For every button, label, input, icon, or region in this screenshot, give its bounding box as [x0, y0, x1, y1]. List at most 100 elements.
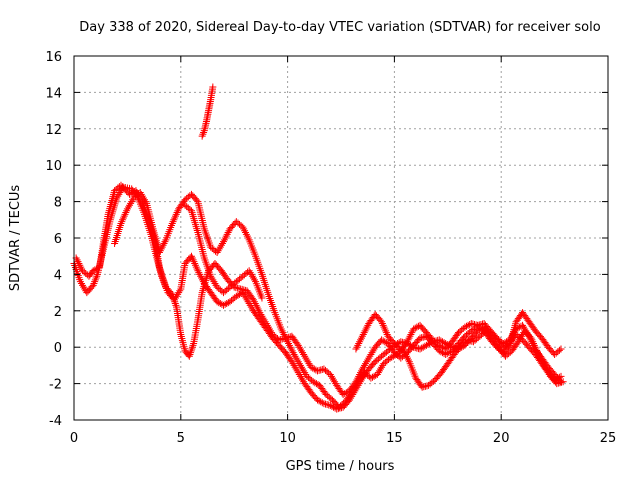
- data-point: [403, 352, 411, 360]
- data-point: [359, 363, 367, 371]
- data-point: [388, 353, 396, 361]
- data-point: [186, 350, 194, 358]
- chart-title: Day 338 of 2020, Sidereal Day-to-day VTE…: [79, 20, 600, 35]
- data-point: [352, 381, 360, 389]
- data-point: [559, 378, 567, 386]
- data-point: [244, 298, 252, 306]
- data-point: [341, 390, 349, 398]
- data-point: [378, 318, 386, 326]
- data-point: [374, 369, 382, 377]
- data-point: [168, 219, 176, 227]
- data-point: [189, 256, 197, 264]
- data-point: [214, 247, 222, 255]
- data-point: [327, 372, 335, 380]
- data-point: [379, 337, 387, 345]
- data-point: [216, 300, 224, 308]
- data-point: [312, 380, 320, 388]
- y-tick-label: 10: [45, 159, 62, 174]
- data-point: [314, 396, 322, 404]
- data-point: [262, 320, 270, 328]
- y-tick-label: 2: [54, 305, 62, 320]
- data-point: [121, 186, 129, 194]
- data-point: [288, 358, 296, 366]
- data-point: [158, 243, 166, 251]
- data-point: [367, 374, 375, 382]
- data-point: [416, 345, 424, 353]
- data-point: [213, 249, 221, 257]
- data-point: [291, 352, 299, 360]
- data-point: [297, 347, 305, 355]
- data-point: [240, 225, 248, 233]
- data-point: [378, 320, 386, 328]
- data-point: [437, 342, 445, 350]
- data-point: [168, 290, 176, 298]
- data-point: [296, 361, 304, 369]
- data-point: [292, 365, 300, 373]
- data-point: [245, 267, 253, 275]
- data-point: [216, 243, 224, 251]
- data-point: [381, 325, 389, 333]
- data-point: [299, 349, 307, 357]
- data-point: [365, 354, 373, 362]
- data-point: [90, 280, 98, 287]
- data-point: [535, 352, 543, 360]
- data-point: [161, 238, 169, 246]
- data-point: [326, 371, 334, 378]
- data-point: [296, 345, 304, 353]
- data-point: [173, 209, 181, 217]
- data-point: [263, 321, 271, 329]
- data-point: [169, 294, 177, 302]
- data-point: [171, 298, 179, 306]
- data-point: [293, 356, 301, 364]
- data-point: [241, 292, 249, 300]
- data-point: [260, 316, 268, 324]
- data-point: [435, 341, 443, 349]
- data-point: [258, 294, 266, 302]
- data-point: [76, 278, 84, 286]
- data-point: [187, 347, 195, 355]
- data-point: [255, 307, 263, 315]
- data-point: [504, 343, 512, 351]
- data-point: [531, 343, 539, 351]
- x-tick-label: 5: [177, 431, 185, 446]
- data-point: [113, 194, 121, 202]
- data-point: [295, 360, 303, 368]
- data-point: [196, 270, 204, 278]
- data-point: [331, 378, 339, 386]
- data-point: [516, 334, 524, 342]
- data-point: [367, 350, 375, 358]
- data-point: [241, 229, 249, 237]
- data-point: [207, 272, 215, 280]
- data-point: [364, 356, 372, 364]
- data-point: [137, 190, 145, 198]
- y-tick-label: 6: [54, 232, 62, 247]
- data-point: [363, 323, 371, 331]
- data-point: [307, 363, 315, 371]
- data-point: [242, 230, 250, 238]
- data-point: [160, 239, 168, 247]
- data-point: [421, 342, 429, 350]
- data-point: [241, 227, 249, 235]
- data-point: [366, 352, 374, 360]
- data-point: [378, 336, 386, 344]
- y-tick-label: 14: [45, 86, 62, 101]
- data-point: [357, 334, 365, 342]
- data-point: [249, 274, 257, 282]
- y-tick-label: 0: [54, 341, 62, 356]
- data-point: [294, 341, 302, 349]
- data-point: [188, 254, 196, 262]
- data-point: [118, 183, 126, 191]
- data-point: [330, 376, 338, 384]
- data-point: [73, 256, 81, 264]
- data-point: [295, 343, 303, 351]
- data-point: [122, 209, 130, 217]
- data-point: [245, 300, 253, 308]
- data-point: [189, 341, 197, 349]
- data-point: [250, 276, 258, 284]
- data-point: [208, 274, 216, 282]
- data-point: [407, 330, 415, 338]
- data-point: [534, 349, 542, 357]
- data-point: [527, 334, 535, 342]
- data-point: [120, 212, 128, 220]
- data-point: [242, 294, 250, 302]
